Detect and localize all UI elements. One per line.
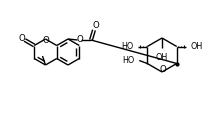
Text: O: O	[42, 36, 49, 45]
Text: O: O	[92, 22, 99, 31]
Text: OH: OH	[156, 53, 168, 62]
Text: HO: HO	[122, 56, 134, 65]
Text: OH: OH	[191, 42, 203, 51]
Text: O: O	[18, 34, 25, 43]
Text: O: O	[76, 35, 83, 44]
Text: O: O	[160, 66, 166, 75]
Text: HO: HO	[121, 42, 133, 51]
